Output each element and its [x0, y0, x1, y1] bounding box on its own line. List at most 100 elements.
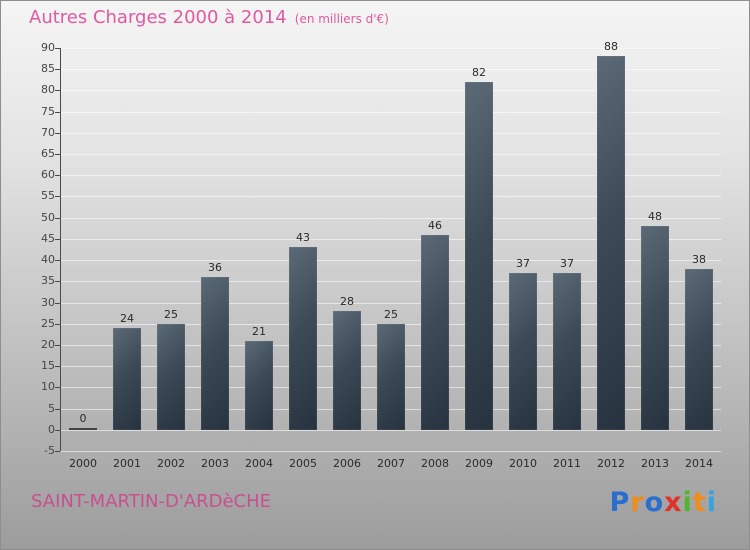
bar-2014 [685, 268, 713, 430]
logo-letter: P [609, 487, 631, 518]
x-tick-label: 2006 [333, 457, 361, 470]
gridline [61, 196, 721, 198]
y-tick-mark [55, 175, 60, 177]
y-tick-label: 20 [41, 337, 55, 351]
y-tick-label: 90 [41, 41, 55, 54]
bar-value-label: 46 [428, 218, 442, 232]
bar-2009 [465, 81, 493, 430]
bar-2011 [553, 272, 581, 430]
y-tick-mark [55, 69, 60, 71]
bar-value-label: 0 [79, 411, 87, 425]
bar-2003 [201, 277, 229, 430]
gridline [61, 48, 721, 49]
y-tick-mark [55, 238, 60, 240]
bar-value-label: 82 [472, 65, 486, 79]
gridline [61, 217, 721, 219]
y-tick-mark [55, 48, 60, 49]
proxiti-logo[interactable]: Proxiti [609, 487, 717, 518]
bar-2010 [509, 272, 537, 430]
y-tick-label: -5 [44, 444, 55, 457]
y-tick-label: 40 [41, 253, 55, 267]
chart-subtitle: (en milliers d'€) [294, 12, 389, 26]
bar-2000 [69, 427, 97, 430]
bar-2007 [377, 323, 405, 430]
y-tick-mark [55, 132, 60, 134]
y-tick-mark [55, 323, 60, 325]
gridline [61, 132, 721, 134]
x-tick-label: 2012 [597, 457, 625, 470]
logo-letter: i [706, 487, 717, 518]
y-tick-label: 30 [41, 295, 55, 309]
bar-value-label: 28 [340, 295, 354, 308]
gridline [61, 238, 721, 240]
y-tick-label: 5 [48, 401, 55, 415]
bar-2001 [113, 327, 141, 430]
gridline [61, 90, 721, 92]
x-tick-label: 2002 [157, 457, 185, 470]
x-tick-label: 2004 [245, 457, 273, 470]
y-tick-label: 65 [41, 147, 55, 161]
gridline [61, 260, 721, 262]
y-tick-mark [55, 302, 60, 304]
y-tick-mark [55, 217, 60, 219]
bar-2002 [157, 323, 185, 430]
x-tick-label: 2003 [201, 457, 229, 470]
y-tick-label: 80 [41, 83, 55, 97]
gridline [61, 451, 721, 452]
commune-name: SAINT-MARTIN-D'ARDèCHE [31, 491, 272, 512]
y-tick-label: 0 [48, 422, 55, 436]
bar-value-label: 37 [560, 256, 574, 270]
bar-2008 [421, 234, 449, 430]
bar-2006 [333, 311, 361, 430]
logo-letter: r [630, 487, 645, 518]
logo-letter: o [644, 487, 665, 518]
y-tick-label: 15 [41, 359, 55, 373]
bar-value-label: 48 [648, 210, 662, 224]
bar-2005 [289, 247, 317, 430]
y-tick-label: 55 [41, 189, 55, 203]
gridline [61, 154, 721, 156]
y-tick-label: 70 [41, 125, 55, 139]
y-tick-mark [55, 366, 60, 368]
y-tick-mark [55, 111, 60, 113]
bar-value-label: 88 [604, 40, 618, 54]
gridline [61, 281, 721, 283]
chart-header: Autres Charges 2000 à 2014 (en milliers d… [29, 7, 389, 28]
plot-area: 90 85 80 75 70 65 60 55 50 45 40 35 30 25 20 15 10 5 0 -5 0… [41, 40, 721, 470]
x-tick-label: 2001 [113, 457, 141, 470]
x-tick-label: 2008 [421, 457, 449, 470]
bar-2004 [245, 340, 273, 430]
x-tick-label: 2009 [465, 457, 493, 470]
y-tick-label: 85 [41, 62, 55, 76]
y-tick-mark [55, 154, 60, 156]
x-tick-label: 2010 [509, 457, 537, 470]
x-tick-label: 2005 [289, 457, 317, 470]
y-tick-label: 60 [41, 168, 55, 182]
logo-letter: i [682, 487, 693, 518]
chart-title: Autres Charges 2000 à 2014 [29, 7, 287, 28]
bar-value-label: 25 [164, 307, 178, 321]
x-tick-label: 2014 [685, 457, 713, 470]
bar-value-label: 38 [692, 252, 706, 266]
x-tick-label: 2000 [69, 457, 97, 470]
y-tick-mark [55, 408, 60, 410]
gridline [61, 111, 721, 113]
y-axis-line [60, 48, 61, 451]
y-tick-label: 75 [41, 104, 55, 118]
bar-2012 [597, 56, 625, 430]
bar-value-label: 36 [208, 261, 222, 275]
y-tick-mark [55, 429, 60, 431]
logo-letter: t [692, 487, 707, 518]
y-tick-label: 35 [41, 274, 55, 288]
y-tick-label: 50 [41, 210, 55, 224]
logo-letter: x [664, 487, 683, 518]
bar-value-label: 37 [516, 256, 530, 270]
y-tick-mark [55, 90, 60, 92]
x-tick-label: 2007 [377, 457, 405, 470]
y-tick-mark [55, 387, 60, 389]
gridline [61, 302, 721, 304]
bar-value-label: 24 [120, 311, 134, 325]
bar-value-label: 21 [252, 324, 266, 338]
y-tick-mark [55, 344, 60, 346]
